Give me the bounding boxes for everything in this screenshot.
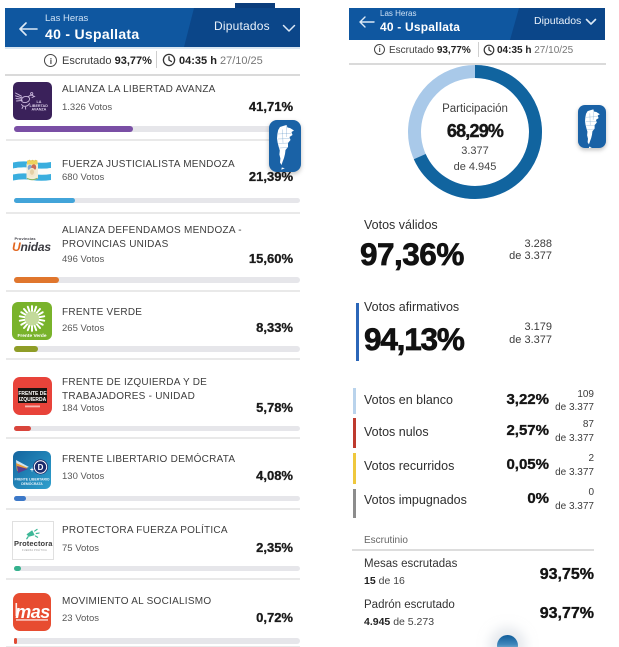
svg-text:D: D [38, 463, 44, 472]
svg-text:AVANZA: AVANZA [32, 107, 47, 111]
svg-text:IZQUIERDA: IZQUIERDA [19, 397, 47, 403]
svg-text:Frente Verde: Frente Verde [17, 333, 46, 339]
svg-text:LA: LA [37, 100, 42, 104]
svg-text:FRENTE DE: FRENTE DE [18, 391, 47, 397]
svg-text:mas: mas [15, 602, 50, 622]
svg-text:DEMÓCRATA: DEMÓCRATA [21, 481, 43, 486]
svg-text:+: + [30, 467, 34, 474]
svg-text:LIBERTAD: LIBERTAD [30, 104, 49, 108]
svg-text:FRENTE LIBERTARIO: FRENTE LIBERTARIO [15, 478, 50, 482]
